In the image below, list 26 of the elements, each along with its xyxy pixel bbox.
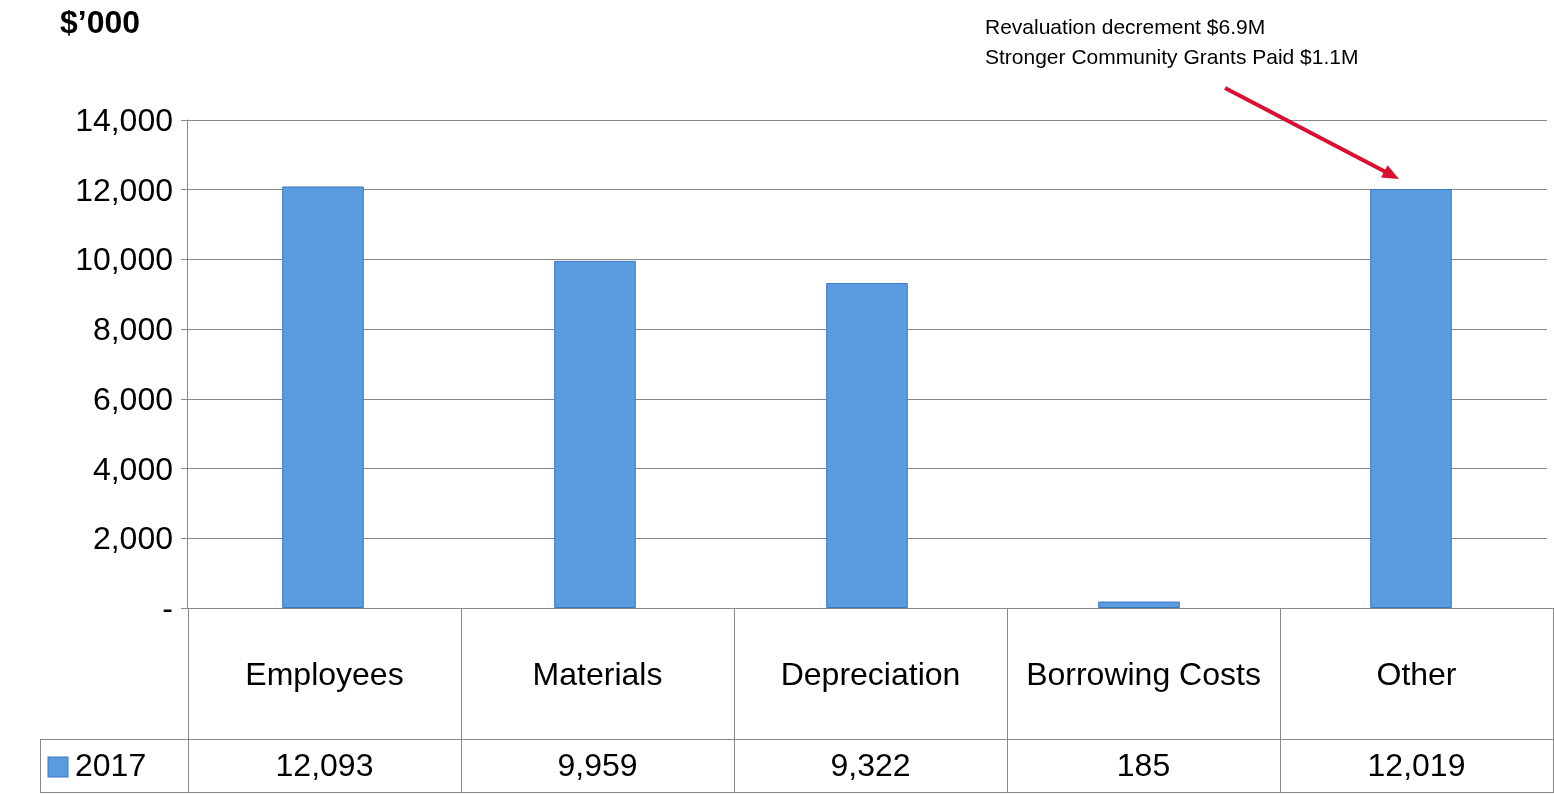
y-tick-label: 10,000 (75, 241, 173, 278)
x-tick-label: Materials (461, 608, 734, 739)
x-tick-label: Borrowing Costs (1007, 608, 1280, 739)
y-axis-title: $’000 (60, 4, 141, 41)
y-tick-label: 4,000 (92, 450, 173, 487)
x-tick-label: Depreciation (734, 608, 1007, 739)
y-tick-label: - (162, 590, 173, 626)
y-tick-label: 2,000 (92, 520, 173, 557)
y-tick-label: 12,000 (75, 171, 173, 208)
bar (826, 283, 908, 608)
text: 9,959 (557, 747, 638, 783)
x-tick-label: Employees (188, 608, 461, 739)
y-tick-label: 6,000 (92, 380, 173, 417)
text: 185 (1116, 747, 1171, 783)
bar (1098, 601, 1180, 608)
legend-label: 2017 (75, 747, 147, 783)
y-tick-label: 14,000 (75, 102, 173, 138)
text: 12,093 (275, 747, 374, 783)
bar (554, 260, 636, 608)
text: Revaluation decrement $6.9M Stronger Community Grants Paid $1.1M (985, 14, 1359, 70)
text: 9,322 (830, 747, 911, 783)
bar (1370, 189, 1452, 608)
bar (282, 186, 364, 608)
x-tick-label: Other (1280, 608, 1553, 739)
y-tick-label: 8,000 (92, 311, 173, 348)
text: 12,019 (1367, 747, 1466, 783)
